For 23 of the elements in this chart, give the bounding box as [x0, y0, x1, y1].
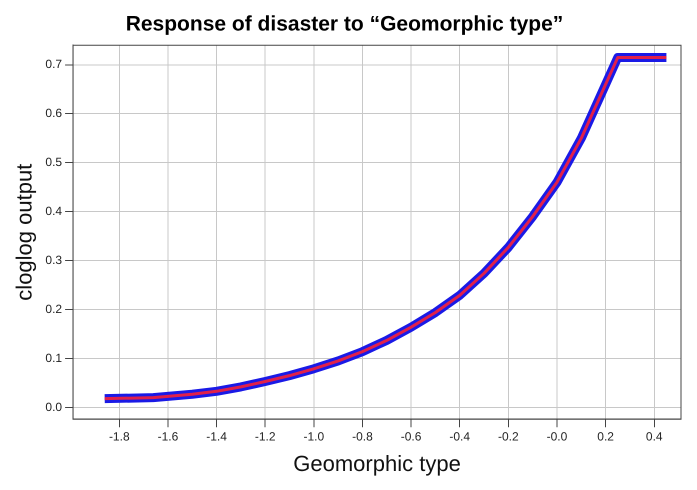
x-tick-label: -1.6	[158, 430, 179, 444]
x-tick-label: -0.6	[400, 430, 422, 444]
y-tick-label: 0.1	[45, 350, 62, 365]
y-tick-label: 0.5	[45, 155, 62, 169]
y-tick-label: 0.0	[45, 400, 62, 414]
x-tick-label: -1.0	[303, 430, 324, 444]
y-axis-title: cloglog output	[11, 164, 36, 301]
x-tick-label: 0.2	[597, 430, 614, 444]
y-tick-label: 0.7	[45, 57, 62, 72]
x-tick-label: -0.0	[546, 430, 568, 444]
y-tick-label: 0.2	[45, 302, 62, 316]
x-tick-label: -0.2	[498, 430, 520, 444]
chart-title: Response of disaster to “Geomorphic type”	[126, 12, 564, 36]
x-tick-label: -1.4	[206, 430, 228, 444]
x-tick-label: 0.4	[646, 430, 663, 444]
x-tick-label: -0.4	[449, 430, 470, 444]
x-tick-label: -1.8	[108, 430, 130, 444]
x-tick-label: -0.8	[352, 430, 374, 444]
y-tick-label: 0.3	[45, 252, 62, 267]
y-tick-label: 0.4	[45, 204, 62, 218]
x-axis-title: Geomorphic type	[293, 450, 461, 476]
y-tick-label: 0.6	[45, 106, 62, 120]
x-tick-label: -1.2	[254, 430, 276, 444]
